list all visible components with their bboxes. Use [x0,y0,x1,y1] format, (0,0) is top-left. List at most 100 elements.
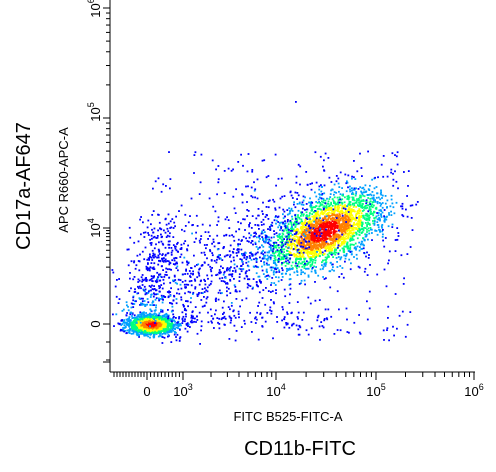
event-dot [148,269,151,272]
event-dot [263,263,266,266]
event-dot [318,241,321,243]
event-dot [311,262,314,265]
event-dot [217,254,220,257]
event-dot [323,192,326,195]
event-dot [254,224,257,226]
event-dot [312,241,314,244]
event-dot [320,219,323,222]
event-dot [356,222,359,225]
event-dot [322,213,324,216]
event-dot [239,305,241,308]
event-dot [226,282,229,285]
event-dot [349,248,352,250]
event-dot [204,287,206,290]
event-dot [295,231,298,234]
event-dot [323,206,326,208]
event-dot [135,333,138,335]
event-dot [293,235,296,238]
event-dot [344,196,346,199]
event-dot [249,252,251,254]
event-dot [273,236,275,239]
event-dot [184,292,186,295]
event-dot [374,216,377,219]
event-dot [172,329,174,332]
event-dot [206,286,209,289]
event-dot [145,268,148,270]
event-dot [321,238,324,241]
event-dot [310,208,313,211]
event-dot [239,258,242,260]
event-dot [149,242,152,244]
event-dot [345,235,348,238]
event-dot [142,221,144,224]
event-dot [126,312,128,314]
event-dot [287,244,290,246]
event-dot [330,221,332,224]
event-dot [325,225,328,228]
event-dot [150,324,152,326]
event-dot [311,261,314,263]
event-dot [257,266,260,269]
event-dot [300,273,302,276]
event-dot [321,194,323,196]
event-dot [148,323,150,326]
event-dot [244,254,246,256]
event-dot [213,245,216,248]
event-dot [153,285,155,287]
event-dot [276,249,279,251]
event-dot [159,326,162,329]
event-dot [129,236,132,239]
event-dot [354,178,357,180]
event-dot [267,206,270,209]
event-dot [310,253,313,255]
event-dot [266,254,269,257]
event-dot [286,213,289,216]
event-dot [170,326,173,329]
event-dot [384,237,387,239]
event-dot [161,336,164,338]
event-dot [157,335,160,338]
event-dot [368,189,371,191]
event-dot [142,312,144,315]
event-dot [300,279,303,282]
event-dot [357,265,360,268]
event-dot [165,267,168,270]
event-dot [352,227,355,229]
event-dot [350,212,353,215]
event-dot [323,239,326,242]
event-dot [221,292,223,294]
event-dot [138,329,141,332]
event-dot [297,258,299,260]
event-dot [165,329,168,331]
event-dot [164,313,167,316]
event-dot [313,240,316,243]
event-dot [344,240,347,243]
event-dot [283,288,286,291]
event-dot [314,206,317,209]
event-dot [143,300,146,302]
event-dot [204,280,206,282]
event-dot [271,266,274,269]
event-dot [243,218,246,221]
event-dot [290,221,292,224]
event-dot [199,280,202,283]
event-dot [307,275,310,278]
event-dot [314,244,317,246]
event-dot [152,288,155,291]
event-dot [356,170,359,173]
event-dot [132,296,135,299]
event-dot [312,226,315,229]
event-dot [258,275,261,278]
event-dot [207,238,209,240]
event-dot [329,235,332,238]
event-dot [296,239,298,241]
event-dot [302,199,305,202]
event-dot [304,209,306,211]
event-dot [384,202,387,205]
event-dot [161,296,163,299]
event-dot [325,248,328,250]
event-dot [276,250,279,253]
event-dot [336,233,339,236]
event-dot [244,229,246,231]
